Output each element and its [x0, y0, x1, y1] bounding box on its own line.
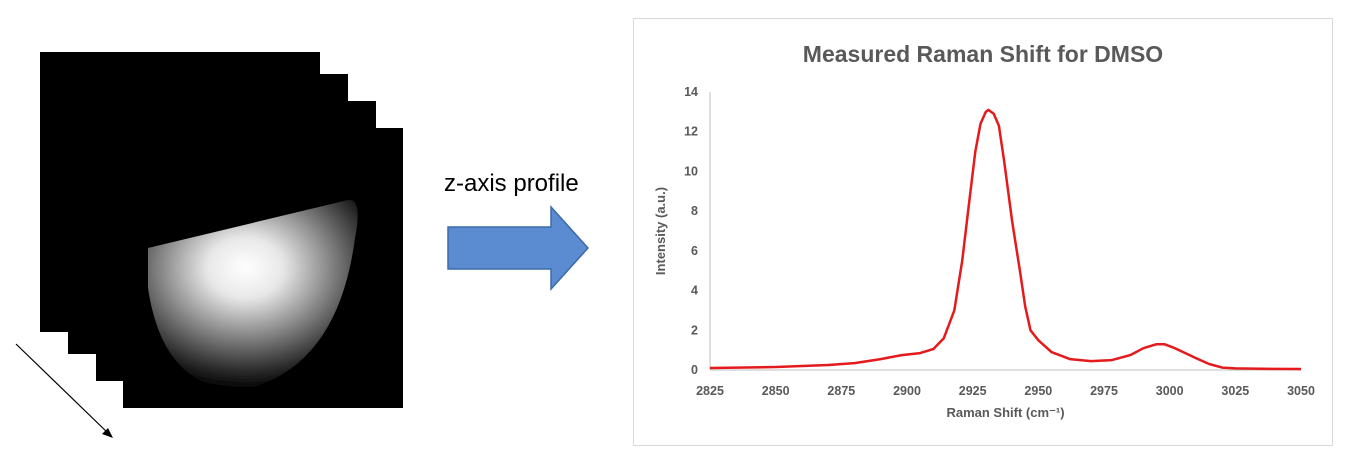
x-tick-label: 2825 [696, 384, 724, 398]
raman-image [148, 199, 358, 391]
y-tick-label: 14 [684, 85, 698, 99]
y-axis-title: Intensity (a.u.) [653, 187, 668, 275]
z-axis-profile-label: z-axis profile [444, 170, 579, 197]
raman-chart: Measured Raman Shift for DMSO 2825 2850 28… [633, 18, 1333, 446]
flow-arrow-icon [447, 205, 590, 291]
z-axis-arrow [15, 343, 113, 438]
stack-frame-front [123, 128, 403, 408]
x-tick-label: 3000 [1156, 384, 1184, 398]
y-tick-label: 12 [684, 125, 698, 139]
chart-plot-area: 2825 2850 2875 2900 2925 2950 2975 3000 3025 3050… [653, 85, 1315, 420]
y-tick-label: 4 [691, 284, 698, 298]
x-axis-title: Raman Shift (cm⁻¹) [946, 405, 1064, 420]
x-tick-label: 2950 [1024, 384, 1052, 398]
x-tick-label: 2875 [827, 384, 855, 398]
y-tick-label: 10 [684, 164, 698, 178]
x-tick-label: 2975 [1090, 384, 1118, 398]
y-tick-label: 6 [691, 244, 698, 258]
y-tick-label: 2 [691, 323, 698, 337]
x-tick-label: 3025 [1221, 384, 1249, 398]
y-tick-label: 0 [691, 363, 698, 377]
x-tick-label: 2900 [893, 384, 921, 398]
y-tick-label: 8 [691, 204, 698, 218]
x-tick-label: 3050 [1287, 384, 1315, 398]
x-tick-label: 2850 [762, 384, 790, 398]
chart-title: Measured Raman Shift for DMSO [802, 41, 1164, 67]
x-tick-label: 2925 [959, 384, 987, 398]
series-line [709, 108, 1302, 371]
